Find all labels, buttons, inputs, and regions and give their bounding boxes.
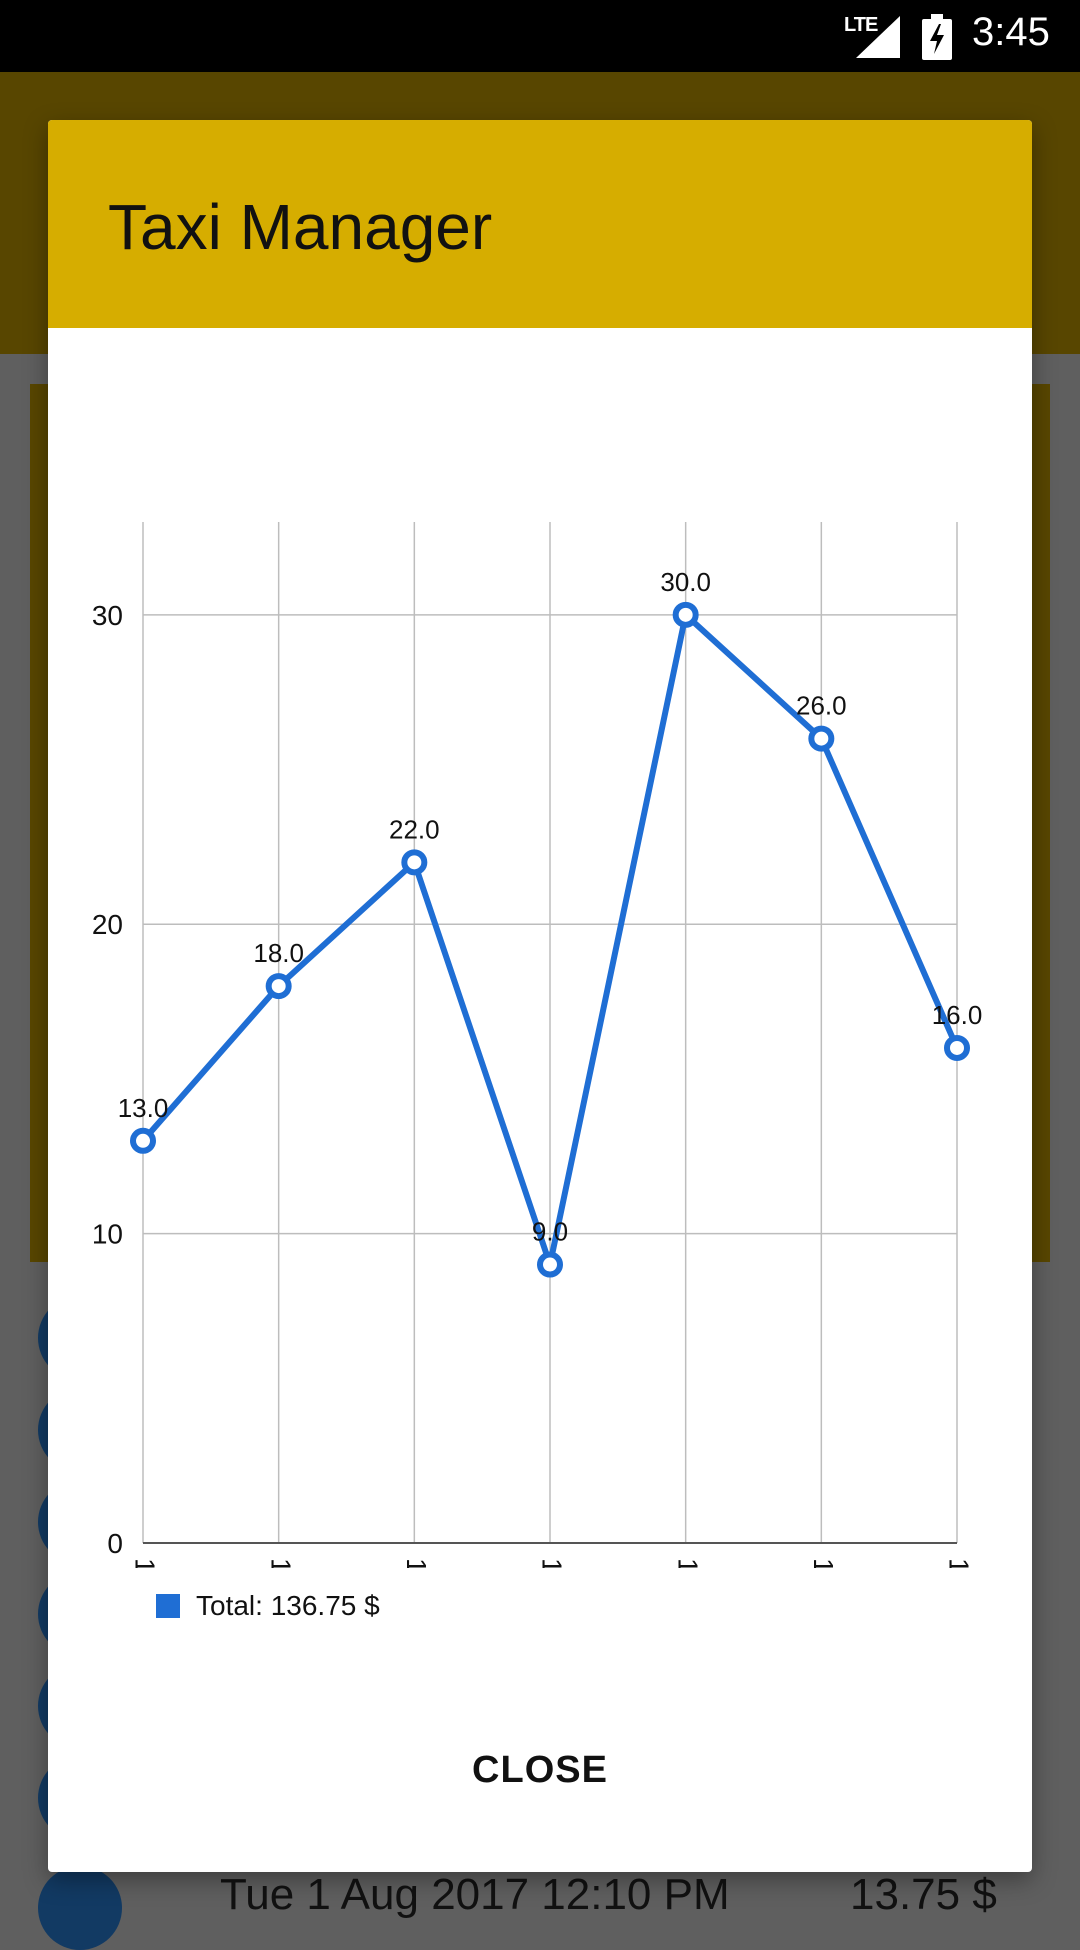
dialog-header: Taxi Manager bbox=[48, 120, 1032, 328]
data-label: 13.0 bbox=[118, 1093, 169, 1123]
status-bar: LTE 3:45 bbox=[0, 0, 1080, 72]
data-label: 22.0 bbox=[389, 814, 440, 844]
y-tick-label: 10 bbox=[92, 1219, 123, 1250]
close-button[interactable]: CLOSE bbox=[472, 1748, 608, 1791]
data-label: 18.0 bbox=[253, 938, 304, 968]
data-point bbox=[265, 973, 292, 1000]
signal-icon bbox=[856, 16, 900, 58]
y-tick-label: 0 bbox=[107, 1528, 123, 1559]
background-trip-amount: 13.75 $ bbox=[850, 1870, 997, 1919]
legend-label: Total: 136.75 $ bbox=[196, 1590, 380, 1621]
x-tick-label: 15:01 bbox=[944, 1558, 975, 1568]
lte-indicator: LTE bbox=[844, 14, 878, 36]
status-clock: 3:45 bbox=[972, 10, 1050, 54]
x-tick-label: 12:40 bbox=[265, 1558, 296, 1568]
data-point bbox=[808, 725, 835, 752]
dialog-title: Taxi Manager bbox=[108, 191, 493, 263]
data-point bbox=[537, 1251, 563, 1278]
x-tick-label: 12:10 bbox=[130, 1558, 161, 1568]
y-tick-label: 30 bbox=[92, 600, 123, 631]
data-point bbox=[130, 1127, 156, 1154]
chart-legend: Total: 136.75 $ bbox=[156, 1590, 380, 1622]
data-label: 26.0 bbox=[796, 691, 847, 721]
data-label: 9.0 bbox=[532, 1217, 568, 1247]
data-label: 30.0 bbox=[660, 567, 711, 597]
line-chart: 0 10 20 30 12:10 12:40 13:10 13:30 14:23 14:49 15:… bbox=[92, 522, 983, 1568]
x-tick-label: 13:10 bbox=[401, 1558, 432, 1568]
x-tick-label: 14:49 bbox=[808, 1558, 839, 1568]
battery-charging-icon bbox=[922, 14, 952, 60]
x-tick-label: 13:30 bbox=[537, 1558, 568, 1568]
x-tick-label: 14:23 bbox=[672, 1558, 703, 1568]
chart-dialog: Taxi Manager 0 10 20 30 12:10 12:40 13:10 13:30… bbox=[48, 120, 1032, 1872]
legend-swatch bbox=[156, 1594, 180, 1618]
data-point bbox=[944, 1034, 970, 1061]
data-point bbox=[672, 601, 699, 628]
y-tick-label: 20 bbox=[92, 909, 123, 940]
data-label: 16.0 bbox=[932, 1000, 983, 1030]
background-avatar bbox=[38, 1866, 122, 1950]
data-point bbox=[401, 849, 428, 876]
background-trip-date: Tue 1 Aug 2017 12:10 PM bbox=[220, 1870, 730, 1919]
